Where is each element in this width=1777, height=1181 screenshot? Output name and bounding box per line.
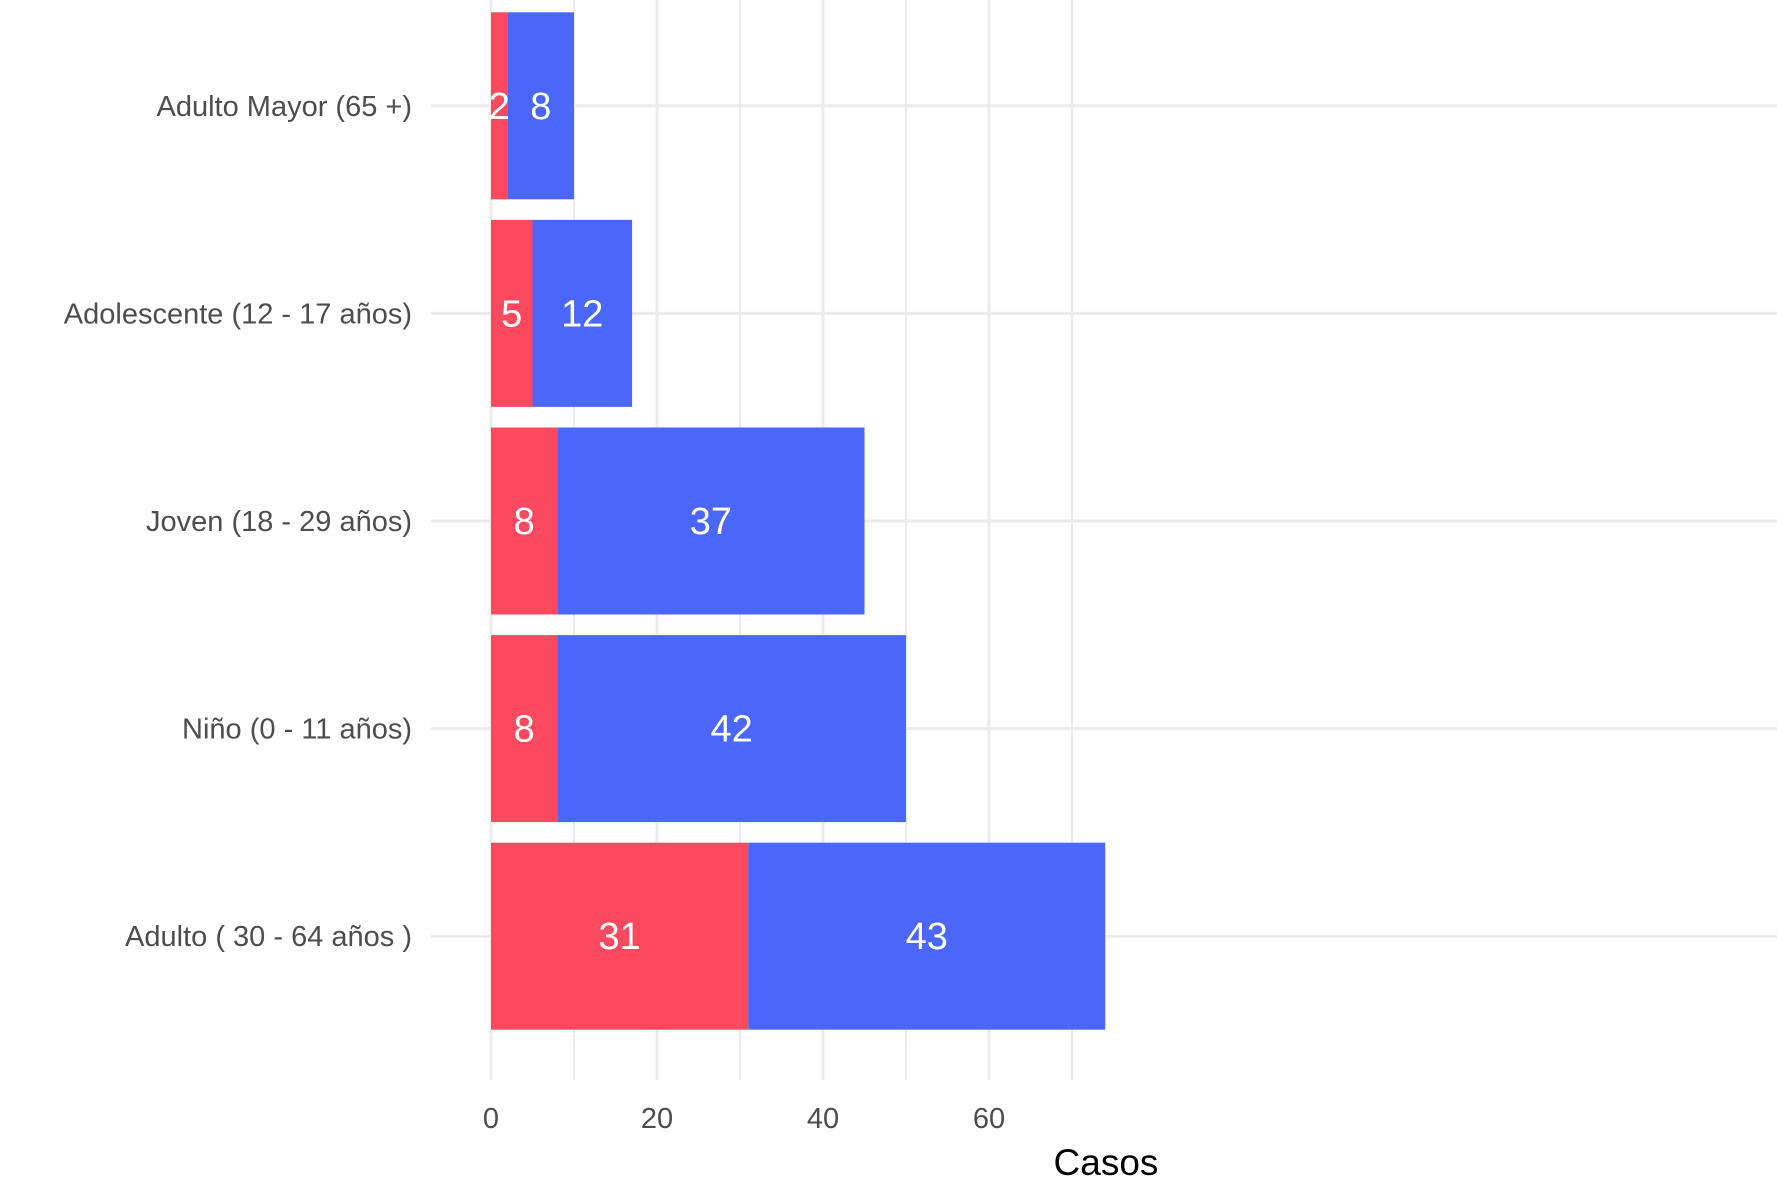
- bar-segment-1: [491, 219, 533, 407]
- bar-value-label: 43: [906, 916, 948, 958]
- category-label: Joven (18 - 29 años): [146, 506, 412, 538]
- bar-segment-2: [557, 427, 865, 615]
- bar-segment-1: [491, 427, 558, 615]
- bar-value-label: 12: [561, 293, 603, 335]
- x-axis-title: Casos: [1054, 1142, 1159, 1181]
- bar-segment-1: [491, 842, 749, 1030]
- x-tick-label: 60: [973, 1103, 1005, 1135]
- category-label: Adolescente (12 - 17 años): [64, 298, 412, 330]
- bar-value-label: 8: [530, 86, 551, 128]
- bar-value-label: 8: [514, 709, 535, 751]
- bar-value-label: 42: [711, 709, 753, 751]
- bar-segment-2: [748, 842, 1106, 1030]
- category-label: Adulto ( 30 - 64 años ): [125, 921, 412, 953]
- category-labels: Adulto Mayor (65 +) Adolescente (12 - 17 …: [64, 91, 412, 953]
- bar-value-label: 37: [690, 501, 732, 543]
- x-tick-label: 20: [641, 1103, 673, 1135]
- category-label: Niño (0 - 11 años): [182, 714, 412, 746]
- x-tick-label: 40: [807, 1103, 839, 1135]
- bar-value-label: 8: [514, 501, 535, 543]
- bar-segment-2: [557, 635, 906, 823]
- bar-segment-1: [491, 635, 558, 823]
- bar-value-label: 5: [501, 293, 522, 335]
- category-label: Adulto Mayor (65 +): [157, 91, 412, 123]
- x-tick-labels: 0 20 40 60: [483, 1103, 1005, 1135]
- bar-value-label: 2: [489, 86, 510, 128]
- bar-segment-1: [491, 12, 508, 200]
- x-tick-label: 0: [483, 1103, 499, 1135]
- bar-value-label: 31: [599, 916, 641, 958]
- bars: [491, 12, 1106, 1030]
- bar-segment-2: [507, 12, 574, 200]
- bar-segment-2: [532, 219, 633, 407]
